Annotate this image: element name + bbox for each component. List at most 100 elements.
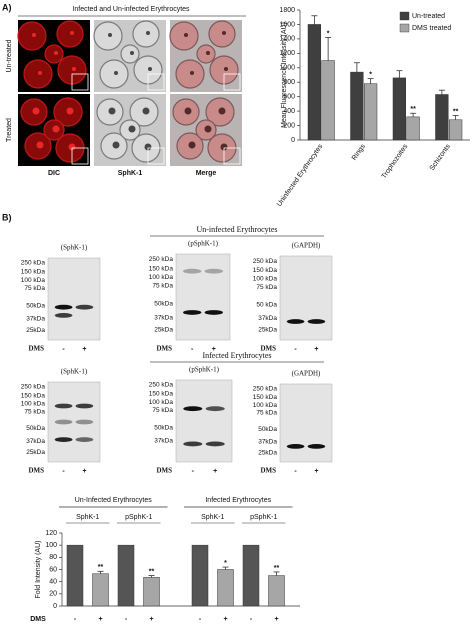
bar [242, 544, 260, 607]
lane-label: + [213, 468, 217, 475]
lane-label: + [314, 346, 318, 353]
size-marker: 75 kDa [256, 284, 277, 291]
subgroup-label: SphK-1 [76, 514, 99, 521]
size-marker: 150 kDa [149, 391, 174, 398]
blot-title: (SphK-1) [61, 368, 88, 376]
size-marker: 37kDa [258, 438, 277, 445]
legend-swatch [399, 23, 410, 33]
row-label: Un-treated [6, 39, 13, 72]
size-marker: 37kDa [26, 438, 45, 445]
lane-label: - [192, 468, 195, 475]
significance: * [224, 560, 227, 567]
band [54, 313, 73, 318]
parasite [148, 67, 152, 71]
inset [223, 147, 241, 165]
bar [307, 24, 321, 141]
band [307, 444, 326, 449]
subgroup-label: pSphK-1 [125, 514, 152, 521]
x-tick-label: + [98, 616, 102, 623]
legend-label: Un-treated [412, 13, 445, 20]
significance: * [327, 30, 330, 37]
blot [279, 255, 333, 341]
y-tick-label: 1200 [279, 50, 295, 57]
blot [47, 381, 101, 463]
lane-label: - [62, 346, 65, 353]
lane-label: + [314, 468, 318, 475]
band [204, 310, 223, 315]
row-label: Treated [6, 118, 13, 142]
blot-title: (GAPDH) [292, 370, 321, 378]
size-marker: 100 kDa [21, 400, 46, 407]
x-tick-label: + [274, 616, 278, 623]
cell [56, 20, 84, 48]
cell [208, 20, 236, 48]
lane-title: DMS [28, 467, 44, 475]
band [54, 437, 73, 442]
parasite [36, 141, 44, 149]
legend-label: DMS treated [412, 25, 451, 32]
size-marker: 75 kDa [256, 410, 277, 417]
parasite [220, 143, 228, 151]
cell [99, 59, 129, 89]
size-marker: 75 kDa [152, 407, 173, 414]
lane-title: DMS [260, 345, 276, 353]
parasite [206, 51, 210, 55]
size-marker: 250 kDa [21, 384, 46, 391]
size-marker: 25kDa [26, 449, 45, 456]
y-tick-label: 120 [45, 530, 57, 537]
size-marker: 37kDa [154, 437, 173, 444]
x-tick-label: + [223, 616, 227, 623]
lane-title: DMS [260, 467, 276, 475]
size-marker: 250 kDa [253, 258, 278, 265]
blot-title: (SphK-1) [61, 244, 88, 252]
significance: ** [453, 108, 459, 115]
parasite [128, 125, 136, 133]
parasite [184, 33, 188, 37]
x-tick-label: - [125, 616, 128, 623]
y-axis-title: Fold Intensity (AU) [35, 541, 42, 599]
blot-title: (GAPDH) [292, 242, 321, 250]
band [183, 310, 202, 315]
band [205, 441, 225, 447]
lane-label: - [191, 346, 194, 353]
parasite [32, 33, 36, 37]
parasite [108, 33, 112, 37]
size-marker: 250 kDa [253, 385, 278, 392]
x-tick-label: Uninfected Erythrocytes [276, 143, 325, 208]
bar [435, 94, 449, 141]
cell [175, 59, 205, 89]
parasite [142, 107, 150, 115]
bar [66, 544, 84, 607]
parasite [218, 107, 226, 115]
size-marker: 37kDa [154, 314, 173, 321]
blot-title: (pSphK-1) [188, 240, 219, 248]
parasite [190, 71, 194, 75]
parasite [130, 51, 134, 55]
parasite [38, 71, 42, 75]
size-marker: 250 kDa [149, 382, 174, 389]
y-tick-label: 1400 [279, 36, 295, 43]
lane-label: + [212, 346, 216, 353]
parasite [52, 125, 60, 133]
size-marker: 100 kDa [21, 277, 46, 284]
blot [47, 257, 101, 341]
cell [132, 20, 160, 48]
lane-title: DMS [28, 345, 44, 353]
size-marker: 50 kDa [256, 301, 277, 308]
size-marker: 50kDa [26, 302, 45, 309]
size-marker: 50kDa [154, 424, 173, 431]
cell [93, 21, 123, 51]
band [307, 319, 326, 324]
size-marker: 75 kDa [24, 408, 45, 415]
parasite [222, 31, 226, 35]
size-marker: 250 kDa [21, 260, 46, 267]
size-marker: 25kDa [258, 327, 277, 334]
x-tick-label: Schizonts [429, 143, 452, 172]
y-tick-label: 100 [45, 542, 57, 549]
bar [406, 116, 420, 141]
size-marker: 250 kDa [149, 256, 174, 263]
x-axis-title: DMS [30, 616, 46, 623]
lane-label: - [294, 468, 297, 475]
y-tick-label: 40 [49, 579, 57, 586]
lane-label: - [62, 468, 65, 475]
